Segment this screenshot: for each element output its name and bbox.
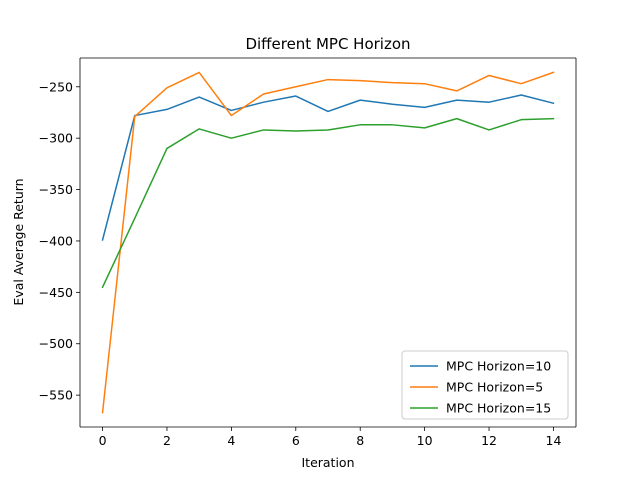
y-tick-label: −300: [39, 131, 73, 146]
x-tick-label: 0: [99, 433, 107, 448]
legend-label-1: MPC Horizon=10: [446, 359, 551, 374]
y-axis-label: Eval Average Return: [11, 178, 26, 305]
series-layer: [101, 71, 555, 414]
series-line-1: [101, 94, 555, 241]
y-tick-label: −450: [39, 285, 73, 300]
x-tick-label: 2: [163, 433, 171, 448]
legend-label-2: MPC Horizon=5: [446, 380, 543, 395]
y-tick-label: −350: [39, 182, 73, 197]
x-axis-label: Iteration: [301, 455, 354, 470]
x-tick-label: 4: [227, 433, 235, 448]
x-tick-label: 8: [356, 433, 364, 448]
x-tick-label: 14: [546, 433, 562, 448]
legend: MPC Horizon=10 MPC Horizon=5 MPC Horizon=1…: [401, 350, 569, 420]
y-tick-label: −250: [39, 79, 73, 94]
y-tick-label: −550: [39, 388, 73, 403]
x-tick-label: 12: [481, 433, 497, 448]
y-tick-label: −500: [39, 336, 73, 351]
x-tick-label: 6: [292, 433, 300, 448]
chart-title: Different MPC Horizon: [245, 35, 410, 53]
y-tick-label: −400: [39, 233, 73, 248]
legend-box: [401, 350, 569, 420]
series-line-3: [101, 117, 555, 289]
legend-label-3: MPC Horizon=15: [446, 401, 551, 416]
axes-layer: 0 2 4 6 8 10 12 14 −550 −500 −450 −400 −350 −300 −250: [39, 57, 577, 448]
x-tick-label: 10: [417, 433, 433, 448]
series-line-2: [101, 71, 555, 414]
